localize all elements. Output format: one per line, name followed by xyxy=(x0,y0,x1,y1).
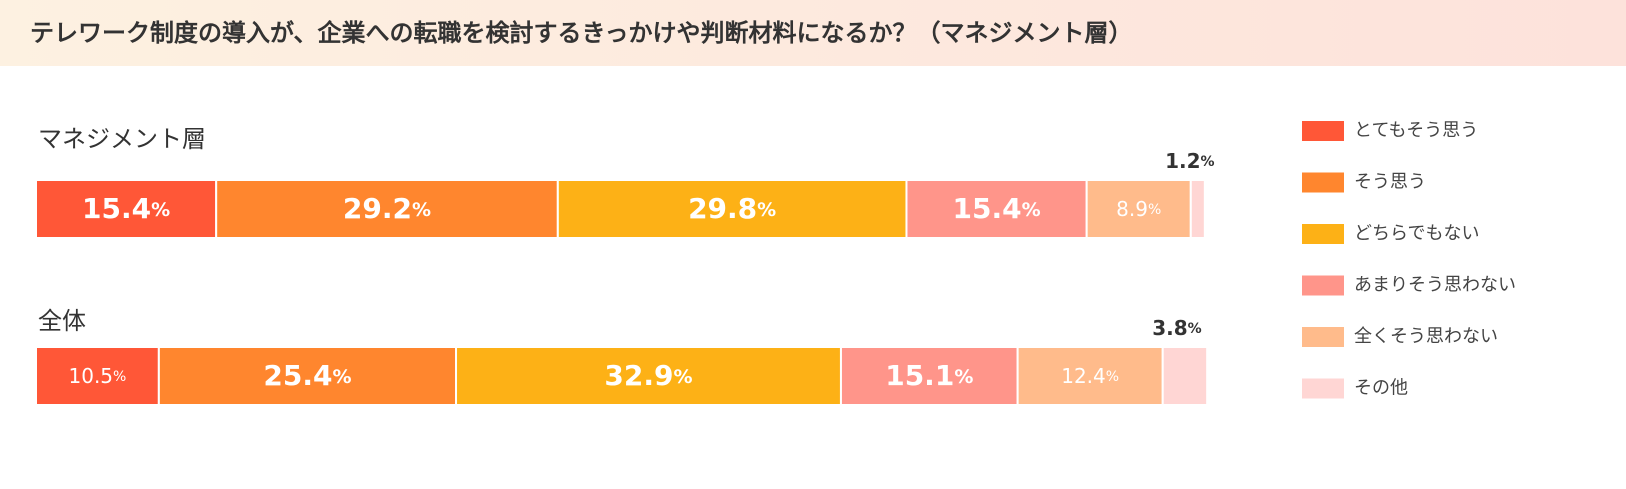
bar-segment xyxy=(1085,179,1192,239)
legend-swatch xyxy=(1302,172,1344,193)
value-label: 15.4% xyxy=(952,192,1040,225)
value-label: 8.9% xyxy=(1116,197,1161,221)
value-label: 15.4% xyxy=(82,192,170,225)
chart-title: テレワーク制度の導入が、企業への転職を検討するきっかけや判断材料になるか？（マネ… xyxy=(30,19,1133,47)
value-label: 12.4% xyxy=(1061,364,1119,388)
value-label: 15.1% xyxy=(885,359,973,392)
legend-swatch xyxy=(1302,121,1344,141)
bar-segment xyxy=(455,346,842,406)
value-label: 29.8% xyxy=(688,192,776,225)
bar-segment xyxy=(35,346,160,406)
legend-label: 全くそう思わない xyxy=(1354,326,1498,347)
bar-segment xyxy=(215,179,559,239)
legend-label: どちらでもない xyxy=(1354,223,1479,244)
value-label: 3.8% xyxy=(1152,316,1201,340)
value-label: 1.2% xyxy=(1165,149,1214,173)
legend-label: そう思う xyxy=(1354,172,1426,193)
legend-label: その他 xyxy=(1354,378,1408,399)
bar-segment xyxy=(1161,346,1209,406)
row-label: マネジメント層 xyxy=(38,125,206,153)
legend-swatch xyxy=(1302,378,1344,399)
bar-segment xyxy=(1189,179,1206,239)
row-label: 全体 xyxy=(38,307,86,335)
bar-segment xyxy=(35,179,218,239)
value-label: 32.9% xyxy=(604,359,692,392)
title-band xyxy=(0,0,1626,66)
legend-swatch xyxy=(1302,275,1344,296)
value-label: 25.4% xyxy=(263,359,351,392)
value-label: 10.5% xyxy=(69,364,127,388)
legend-label: あまりそう思わない xyxy=(1354,275,1516,296)
bar-segment xyxy=(157,346,458,406)
legend-label: とてもそう思う xyxy=(1354,120,1478,141)
value-label: 29.2% xyxy=(343,192,431,225)
bar-segment xyxy=(839,346,1019,406)
legend-swatch xyxy=(1302,224,1344,244)
legend-swatch xyxy=(1302,327,1344,347)
